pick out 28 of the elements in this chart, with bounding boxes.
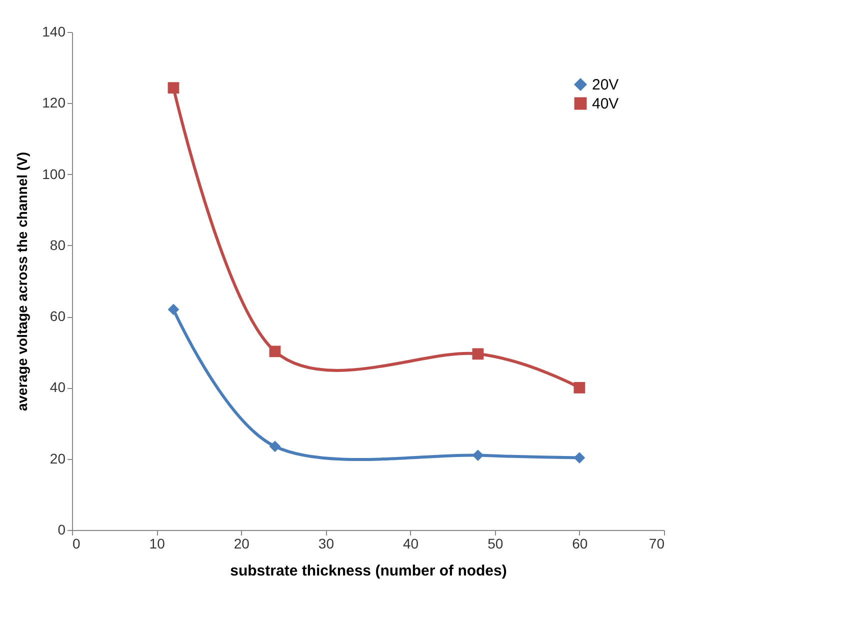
x-tick-label: 0 <box>72 536 80 552</box>
x-axis-title: substrate thickness (number of nodes) <box>230 562 507 580</box>
x-tick-label: 20 <box>234 536 250 552</box>
point <box>472 450 484 461</box>
y-tick-label: 120 <box>42 94 66 111</box>
x-tick-label: 10 <box>149 536 166 552</box>
point <box>269 346 281 358</box>
x-tick-label: 50 <box>488 536 504 552</box>
y-tick-label: 60 <box>50 308 66 324</box>
point <box>574 452 586 464</box>
y-tick-label: 20 <box>50 450 66 466</box>
x-tick-label: 30 <box>318 536 334 552</box>
point <box>472 348 484 360</box>
point <box>574 382 586 394</box>
point <box>269 440 281 452</box>
point <box>168 82 180 94</box>
legend-label: 20V <box>592 76 619 94</box>
x-tick-label: 70 <box>648 536 665 552</box>
y-tick-label: 80 <box>50 236 66 253</box>
legend-label: 40V <box>592 96 619 112</box>
y-axis-title: average voltage across the channel (V) <box>14 152 30 412</box>
x-tick-label: 40 <box>402 536 419 552</box>
y-tick-label: 100 <box>42 166 66 182</box>
y-tick-label: 140 <box>42 24 66 40</box>
x-tick-label: 60 <box>572 536 588 552</box>
y-tick-label: 40 <box>50 379 66 396</box>
y-tick-label: 0 <box>58 522 66 538</box>
point <box>168 304 180 316</box>
